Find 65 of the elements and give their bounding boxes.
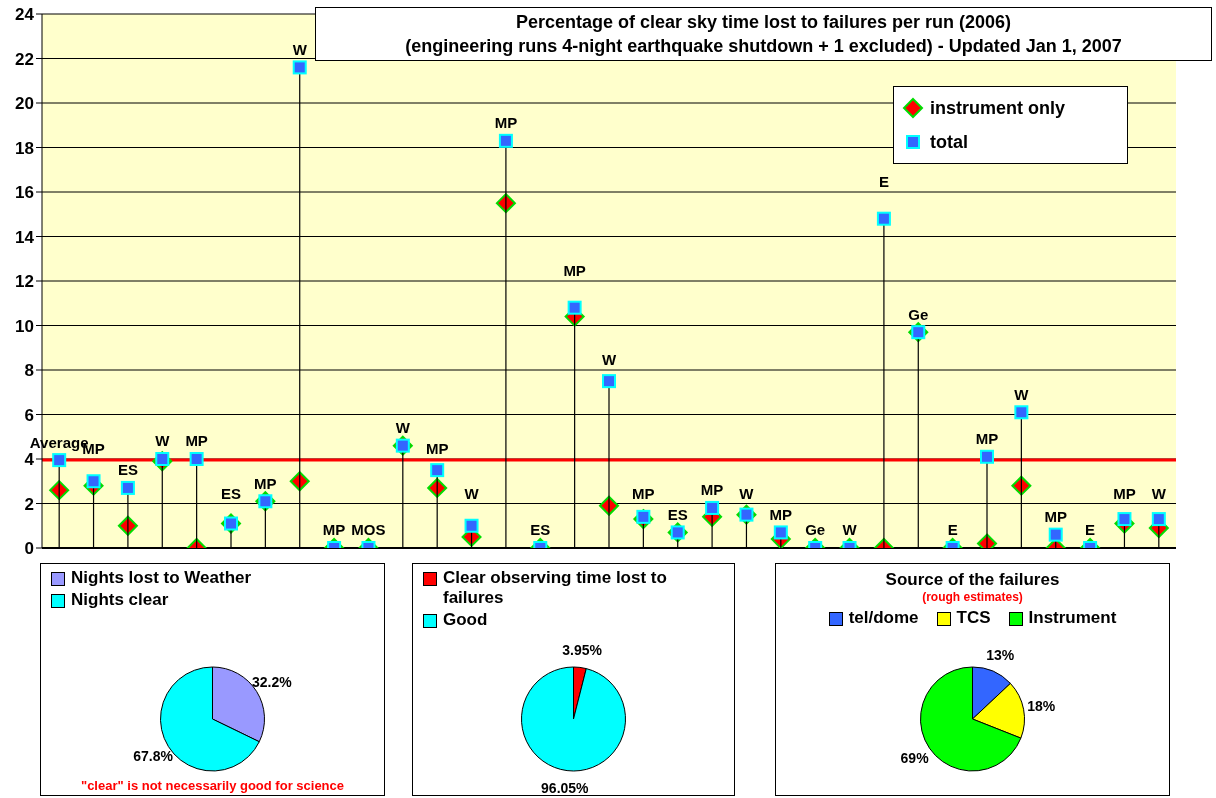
data-label: W (601, 351, 617, 368)
legend-label: Nights lost to Weather (71, 568, 252, 588)
data-label: MP (1113, 484, 1136, 502)
y-tick-label: 20 (15, 94, 34, 114)
data-label: MP (425, 440, 449, 457)
title-frame: Percentage of clear sky time lost to failures per run (2006) (engineering runs 4-night earthquake shutdown + 1 excluded) - Updated Jan 1, 2007 (315, 7, 1212, 61)
y-tick-label: 6 (24, 405, 34, 425)
data-label: MP (1044, 508, 1067, 526)
y-tick-label: 12 (15, 272, 34, 292)
data-label: MP (700, 481, 724, 499)
y-tick-label: 18 (15, 138, 34, 158)
data-label: MP (563, 262, 586, 279)
legend-label: Nights clear (71, 590, 169, 610)
legend-label: instrument only (930, 97, 1066, 119)
legend-label: Instrument (1028, 608, 1117, 628)
data-label: 3.95% (562, 641, 603, 658)
data-label: W (739, 484, 755, 502)
data-label: E (947, 521, 958, 539)
y-tick-label: 14 (15, 227, 35, 247)
y-tick-label: 2 (24, 494, 34, 514)
data-label: E (1085, 521, 1096, 539)
legend-label: TCS (956, 608, 991, 628)
data-label: ES (530, 521, 551, 539)
data-label: W (464, 484, 480, 502)
data-label: MP (185, 432, 208, 450)
legend-label: tel/dome (848, 608, 919, 628)
data-label: MOS (351, 521, 386, 539)
data-label: MP (975, 430, 999, 448)
y-tick-label: 24 (15, 5, 35, 25)
data-label: MP (322, 521, 346, 539)
y-tick-label: 0 (24, 539, 34, 559)
data-label: 13% (986, 646, 1015, 663)
y-tick-label: 8 (24, 361, 34, 381)
y-tick-label: 10 (15, 316, 34, 336)
data-label: MP (494, 114, 518, 132)
data-label: Ge (805, 521, 826, 539)
data-label: E (878, 173, 889, 190)
data-label: MP (769, 505, 793, 523)
data-label: 67.8% (133, 748, 174, 765)
y-tick-label: 16 (15, 183, 34, 203)
data-label: W (395, 419, 411, 437)
data-label: 32.2% (251, 673, 293, 690)
data-label: W (292, 40, 308, 58)
data-label: MP (254, 474, 277, 492)
data-label: W (1014, 385, 1030, 403)
chart-title: Percentage of clear sky time lost to failures per run (2006) (514, 11, 1013, 34)
legend-label: Good (443, 610, 488, 630)
chart-title: Source of the failures (884, 570, 1061, 590)
data-label: Ge (908, 305, 929, 323)
data-label: W (1151, 484, 1167, 502)
data-label: MP (632, 484, 655, 502)
legend-label: total (930, 131, 968, 153)
y-tick-label: 22 (15, 49, 34, 69)
data-label: W (155, 432, 171, 450)
data-label: ES (220, 484, 242, 502)
y-tick-label: 4 (24, 450, 35, 470)
chart-subtitle: (rough estimates) (921, 590, 1024, 604)
data-label: 18% (1027, 697, 1056, 714)
data-label: 96.05% (541, 780, 590, 797)
data-label: W (842, 521, 858, 539)
text: "clear" is not necessarily good for science (79, 778, 345, 793)
legend-label: Clear observing time lost to failures (443, 568, 668, 608)
data-label: ES (667, 505, 688, 523)
data-label: ES (117, 461, 138, 479)
data-label: 69% (900, 750, 930, 767)
